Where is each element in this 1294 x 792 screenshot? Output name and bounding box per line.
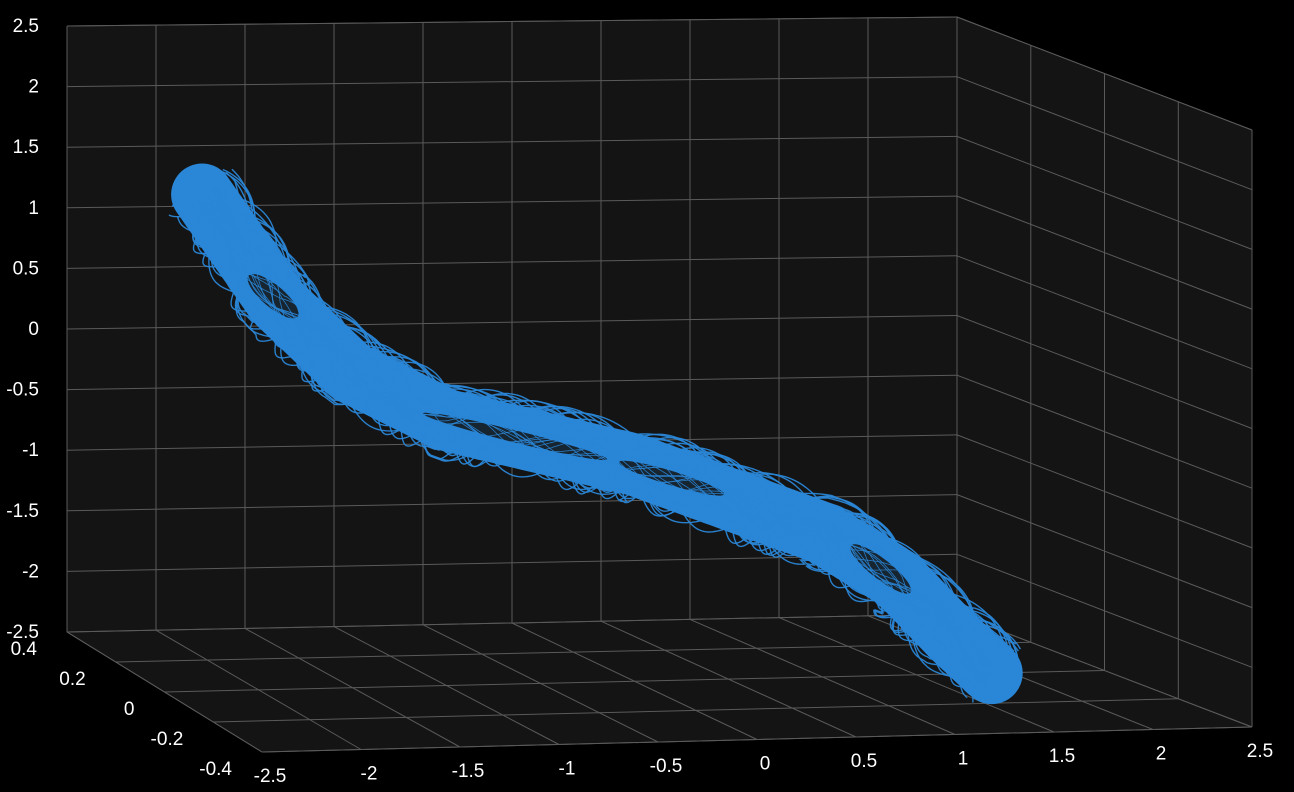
side-grid-z (956, 315, 1253, 429)
attractor-orbit (203, 193, 988, 678)
x-tick-label: -1.5 (452, 761, 485, 782)
attractor-orbit (176, 210, 986, 668)
wall-grid-z (66, 135, 958, 148)
z-tick-label: 1 (28, 198, 39, 219)
x-tick-label: 1 (958, 749, 969, 770)
x-tick-label: -1 (559, 759, 576, 780)
attractor-orbit (196, 207, 1005, 650)
y-tick-label: 0 (124, 699, 135, 720)
axis-edge-y (66, 631, 263, 753)
z-tick-label: -0.5 (6, 380, 39, 401)
attractor-orbit (212, 188, 971, 693)
attractor-orbit (171, 205, 978, 703)
top-edge (66, 16, 958, 27)
wall-grid-z (66, 315, 958, 330)
floor-grid-y (115, 641, 1031, 663)
z-tick-label: -2 (22, 561, 39, 582)
axis-edge-x (261, 726, 1253, 753)
side-grid-z (956, 135, 1253, 250)
attractor-curve (168, 163, 1023, 705)
z-tick-label: -1.5 (6, 501, 39, 522)
attractor-orbit (206, 190, 991, 676)
side-grid-z (956, 434, 1253, 549)
floor-grid-y (213, 698, 1179, 723)
attractor-orbit (196, 197, 994, 672)
side-grid-z (956, 494, 1253, 609)
y-tick-label: 0.4 (11, 639, 38, 660)
z-tick-label: -1 (22, 440, 39, 461)
attractor-orbit (206, 190, 991, 676)
tick-labels: -2.5 -2 -1.5 -1 -0.5 0 0.5 1 1.5 2 2.5 -0.4 -0.2 0 0.2… (6, 16, 1273, 787)
z-tick-label: 2 (28, 77, 39, 98)
x-tick-label: 0 (760, 754, 771, 775)
z-tick-label: 2.5 (13, 16, 39, 37)
attractor-orbit (213, 186, 984, 683)
x-tick-label: -0.5 (650, 756, 683, 777)
wall-grid-z (66, 613, 958, 633)
attractor-orbit (192, 204, 985, 675)
attractor-orbit (176, 204, 1015, 652)
z-tick-label: 0.5 (13, 258, 39, 279)
side-grid-z (956, 374, 1253, 489)
x-tick-label: 1.5 (1049, 746, 1075, 767)
y-tick-label: -0.2 (151, 729, 184, 750)
side-grid-z (956, 553, 1253, 668)
side-top-edge (956, 16, 1253, 131)
x-tick-label: 2.5 (1247, 741, 1273, 762)
x-tick-label: -2.5 (254, 766, 287, 787)
z-tick-label: 1.5 (13, 137, 39, 158)
side-grid-z (956, 76, 1253, 191)
attractor-orbit (214, 185, 999, 666)
attractor-orbit (212, 186, 1001, 665)
side-grid-z (956, 255, 1253, 370)
x-tick-label: 2 (1156, 744, 1167, 765)
attractor-orbit (210, 188, 986, 681)
side-grid-z (956, 195, 1253, 310)
y-tick-label: -0.4 (199, 759, 232, 780)
attractor-orbit (209, 189, 994, 672)
wall-grid-z (66, 374, 958, 391)
z-tick-label: 0 (28, 319, 39, 340)
x-tick-label: -2 (361, 764, 378, 785)
x-tick-label: 0.5 (851, 751, 877, 772)
wall-grid-z (66, 76, 958, 88)
z-tick-label: -2.5 (6, 622, 39, 643)
attractor-orbit (176, 216, 990, 661)
y-tick-label: 0.2 (59, 669, 85, 690)
attractor-orbit (192, 204, 1019, 660)
